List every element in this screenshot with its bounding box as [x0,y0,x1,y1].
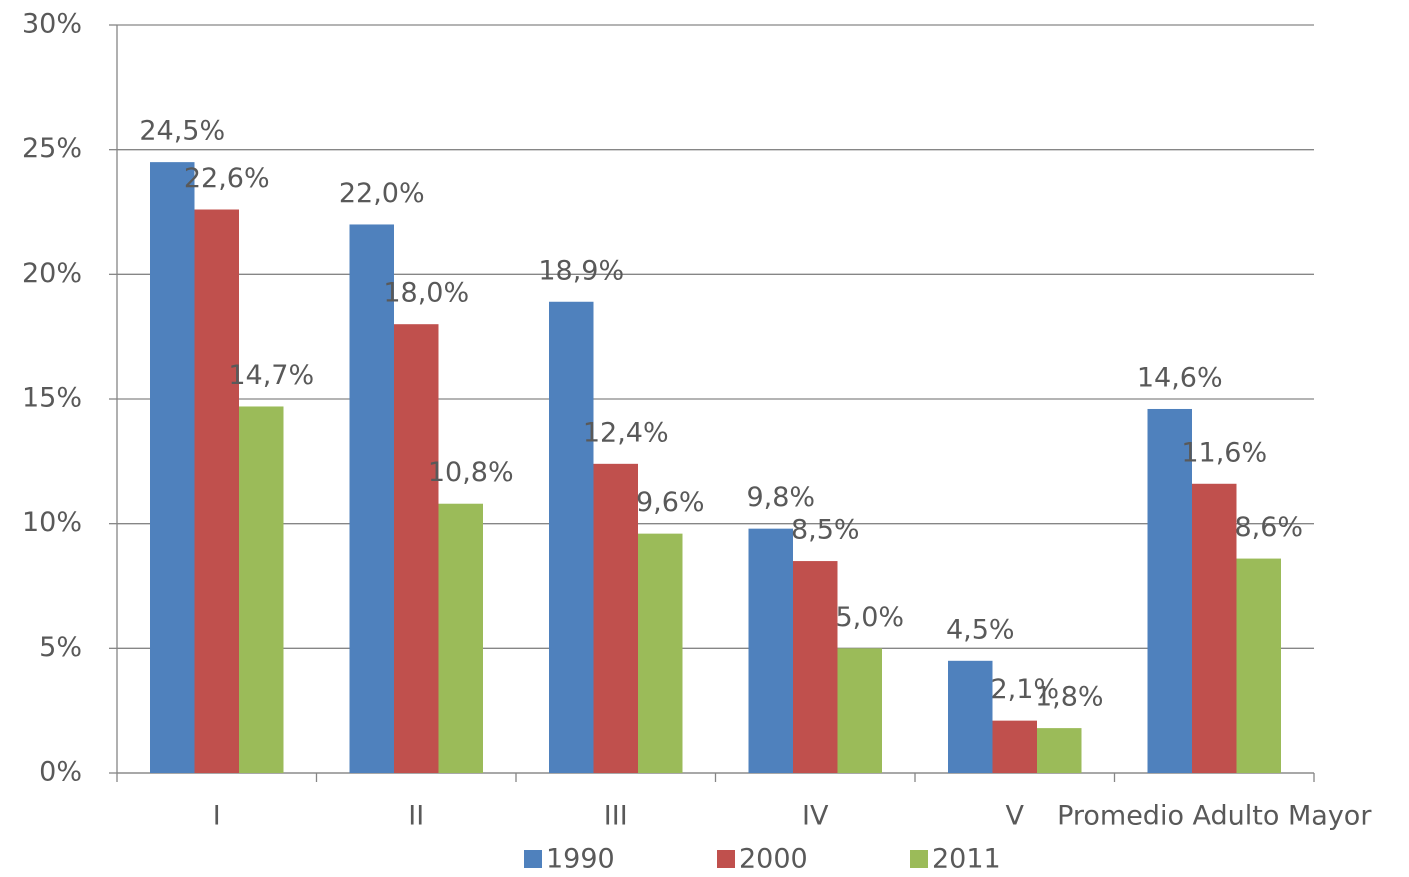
y-tick-label: 15% [22,383,82,414]
bar [837,648,882,773]
value-label: 18,0% [383,278,469,309]
bar [150,162,195,774]
legend-swatch [910,850,928,868]
bar [1037,728,1082,773]
legend-label: 1990 [546,844,615,875]
value-label: 11,6% [1181,437,1267,468]
value-label: 5,0% [835,602,904,633]
bar [1236,558,1281,773]
bar [748,528,793,773]
value-label: 24,5% [139,116,225,147]
value-label: 14,7% [228,360,314,391]
y-tick-label: 25% [22,133,82,164]
x-tick-label: V [1006,801,1025,832]
x-tick-label: II [408,801,424,832]
legend-swatch [717,850,735,868]
bar [1147,408,1192,773]
value-label: 1,8% [1035,682,1104,713]
bar [194,209,239,774]
y-tick-label: 10% [22,507,82,538]
value-label: 8,6% [1234,512,1303,543]
y-tick-label: 20% [22,258,82,289]
bar [948,660,993,773]
bar [593,463,638,773]
y-tick-label: 0% [39,757,82,788]
bar [992,720,1037,773]
value-label: 14,6% [1137,362,1223,393]
value-label: 9,6% [636,487,705,518]
x-tick-label: IV [802,801,829,832]
bar [239,406,284,773]
value-label: 8,5% [791,515,860,546]
legend-label: 2000 [739,844,808,875]
legend-label: 2011 [932,844,1001,875]
bar [438,503,483,773]
value-label: 22,6% [184,163,270,194]
value-label: 10,8% [428,457,514,488]
bar [1192,483,1237,773]
x-tick-label: Promedio Adulto Mayor [1057,801,1372,832]
bar [638,533,683,773]
bar [549,301,594,773]
value-label: 9,8% [746,482,815,513]
y-tick-label: 30% [22,9,82,40]
bar [793,561,838,773]
y-tick-label: 5% [39,632,82,663]
value-label: 22,0% [339,178,425,209]
x-tick-label: III [604,801,628,832]
value-label: 4,5% [946,614,1015,645]
x-tick-label: I [213,801,221,832]
value-label: 18,9% [538,255,624,286]
value-label: 2,1% [990,674,1059,705]
value-label: 12,4% [583,417,669,448]
legend-swatch [524,850,542,868]
bar [394,324,439,773]
bar [349,224,394,773]
